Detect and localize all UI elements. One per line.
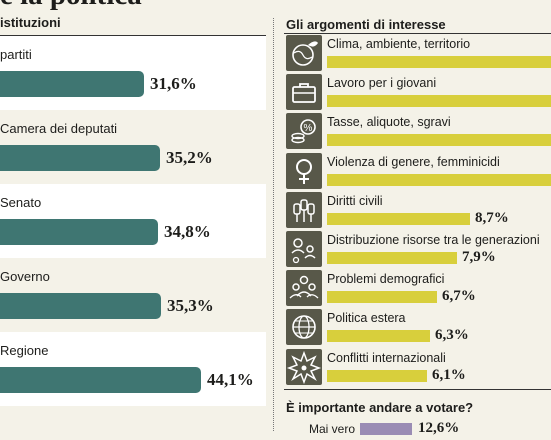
topic-label: Problemi demografici [327, 272, 445, 286]
svg-text:%: % [304, 123, 313, 134]
topic-row: Politica estera 6,3% [284, 308, 551, 347]
topic-value-label: 7,9% [462, 249, 496, 265]
topic-bar [327, 252, 457, 264]
raised-fists-icon [286, 192, 322, 228]
vote-rule [284, 389, 551, 390]
institution-row: Camera dei deputati 35,2% [0, 110, 266, 184]
vote-row: Mai vero 12,6% [309, 420, 551, 440]
topic-bar [327, 291, 437, 303]
topic-label: Distribuzione risorse tra le generazioni [327, 233, 540, 247]
institution-label: Governo [0, 269, 50, 284]
female-symbol-icon [286, 153, 322, 189]
institution-label: Camera dei deputati [0, 121, 118, 136]
people-group-icon [286, 270, 322, 306]
institutions-rule [0, 35, 266, 36]
institution-bar [0, 367, 201, 393]
institution-value-label: 35,3% [167, 296, 214, 315]
topic-row: Diritti civili 8,7% [284, 191, 551, 230]
institution-row: Governo 35,3% [0, 258, 266, 332]
topic-label: Politica estera [327, 311, 406, 325]
topic-value-label: 6,1% [432, 367, 466, 383]
topic-value-label: 8,7% [475, 210, 509, 226]
globe-leaf-icon [286, 35, 322, 71]
vote-category-label: Mai vero [309, 422, 356, 436]
topic-row: Lavoro per i giovani [284, 73, 551, 112]
institution-bar [0, 219, 158, 245]
institution-row: partiti 31,6% [0, 36, 266, 110]
institutions-title: istituzioni [0, 15, 61, 30]
topic-row: Violenza di genere, femminicidi [284, 152, 551, 191]
topic-label: Tasse, aliquote, sgravi [327, 115, 451, 129]
topic-bar [327, 56, 551, 68]
topic-label: Conflitti internazionali [327, 351, 446, 365]
institutions-chart: partiti 31,6% Camera dei deputati 35,2% Sena… [0, 36, 266, 431]
topic-bar [327, 174, 551, 186]
institution-row: Senato 34,8% [0, 184, 266, 258]
explosion-icon [286, 349, 322, 385]
topic-label: Clima, ambiente, territorio [327, 37, 471, 51]
topic-row: Conflitti internazionali 6,1% [284, 348, 551, 387]
topic-bar [327, 134, 551, 146]
topic-value-label: 6,3% [435, 327, 469, 343]
topics-chart: Clima, ambiente, territorio Lavoro per i … [284, 34, 551, 386]
institution-label: partiti [0, 47, 32, 62]
generations-coins-icon [286, 231, 322, 267]
institution-label: Senato [0, 195, 42, 210]
institution-label: Regione [0, 343, 49, 358]
topic-bar [327, 213, 470, 225]
topic-bar [327, 95, 551, 107]
topic-row: % Tasse, aliquote, sgravi [284, 112, 551, 151]
topic-row: Problemi demografici 6,7% [284, 269, 551, 308]
briefcase-icon [286, 74, 322, 110]
institution-value-label: 34,8% [164, 222, 211, 241]
topic-row: Distribuzione risorse tra le generazioni… [284, 230, 551, 269]
vote-bar [360, 423, 412, 435]
column-divider [273, 18, 274, 431]
topics-rule [284, 33, 551, 34]
headline: e la politica [0, 0, 142, 10]
topic-row: Clima, ambiente, territorio [284, 34, 551, 73]
institution-value-label: 44,1% [207, 370, 254, 389]
institution-value-label: 31,6% [150, 74, 197, 93]
topic-label: Violenza di genere, femminicidi [327, 155, 500, 169]
topic-bar [327, 330, 430, 342]
coins-percent-icon: % [286, 113, 322, 149]
vote-title: È importante andare a votare? [286, 400, 474, 415]
topic-label: Lavoro per i giovani [327, 76, 437, 90]
topic-label: Diritti civili [327, 194, 383, 208]
world-grid-icon [286, 309, 322, 345]
institution-row: Regione 44,1% [0, 332, 266, 406]
topic-bar [327, 370, 427, 382]
vote-value-label: 12,6% [418, 420, 460, 436]
institution-bar [0, 293, 161, 319]
institution-value-label: 35,2% [166, 148, 213, 167]
institution-bar [0, 145, 160, 171]
topic-value-label: 6,7% [442, 288, 476, 304]
topics-title: Gli argomenti di interesse [286, 17, 446, 32]
institution-bar [0, 71, 144, 97]
